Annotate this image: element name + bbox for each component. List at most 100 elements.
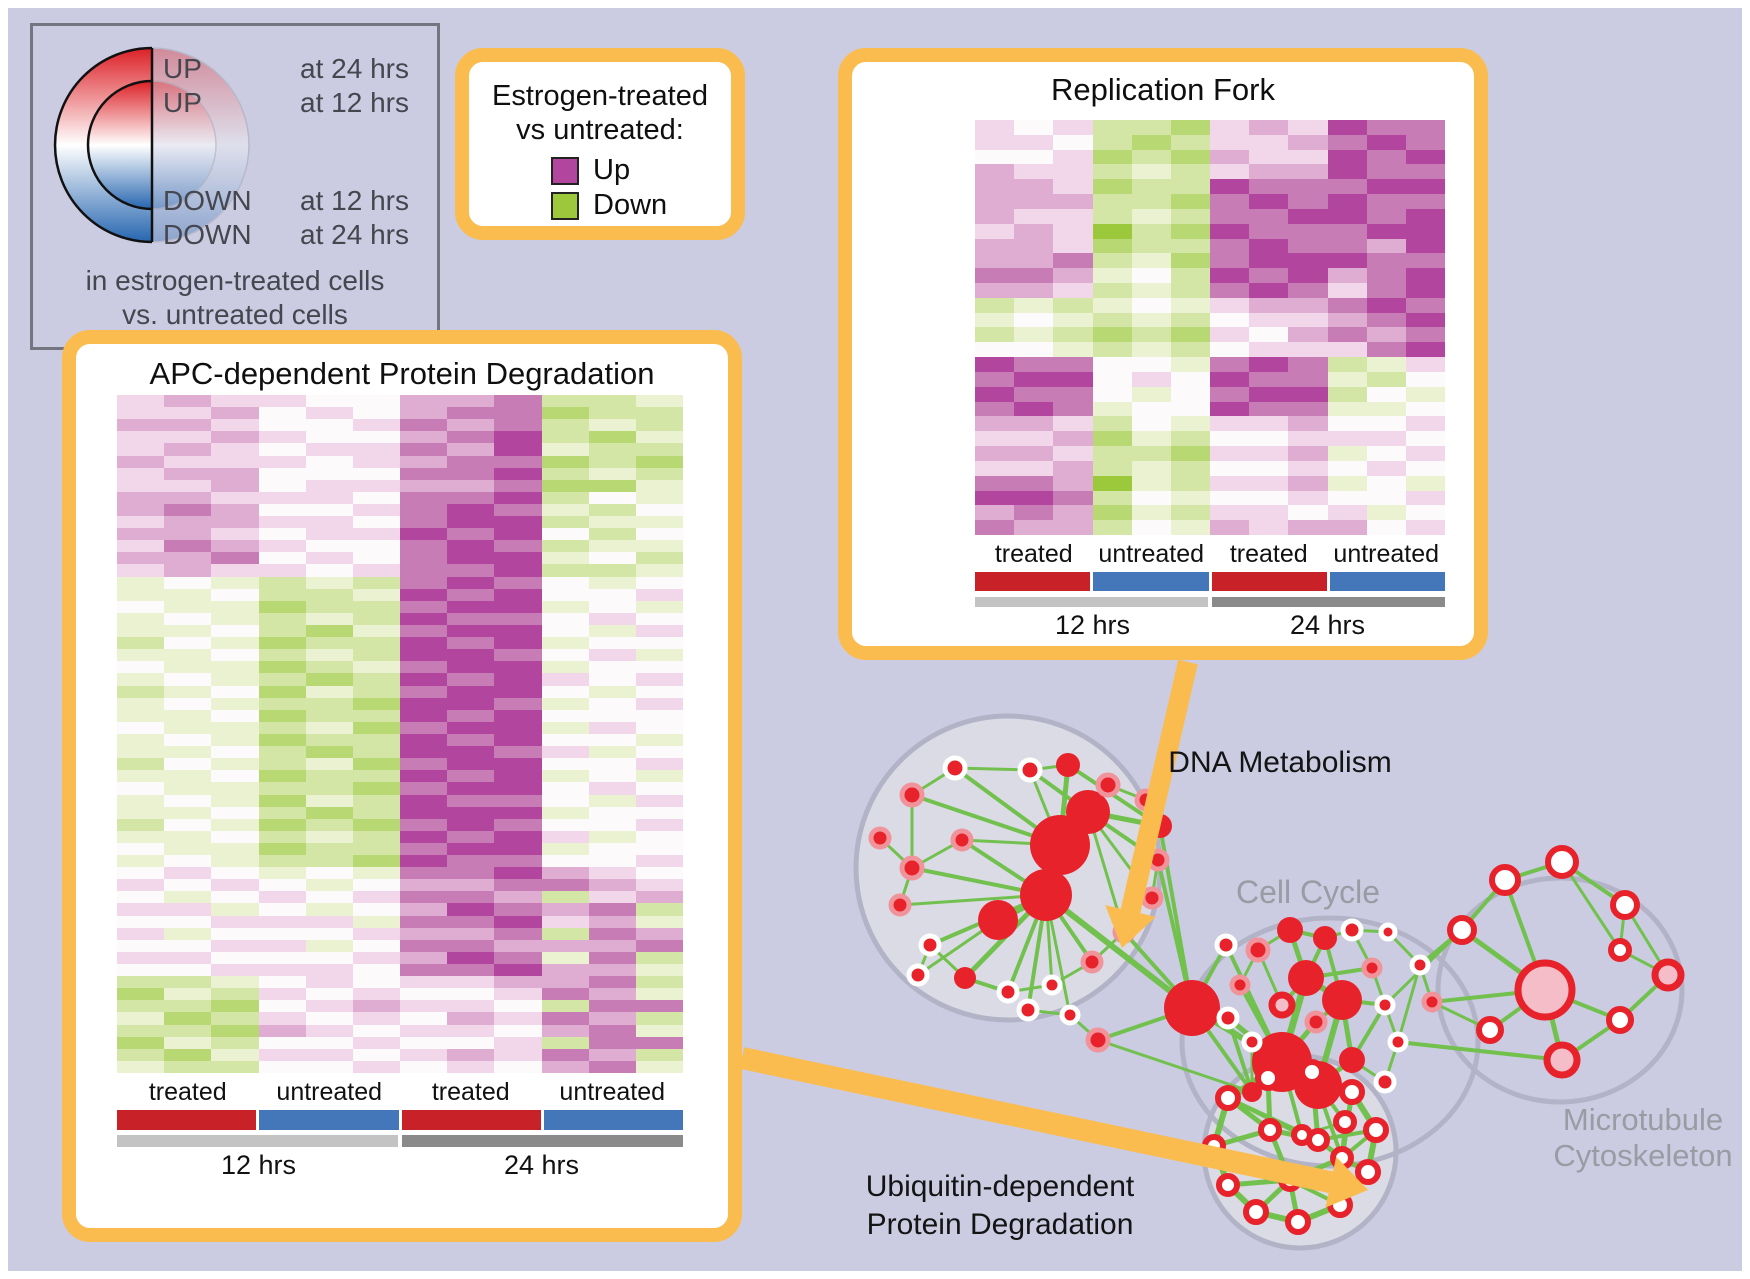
heatmap-cell [975,416,1015,432]
heatmap-cell [1092,194,1132,209]
heatmap-cell [494,964,542,977]
heatmap-cell [258,467,306,480]
heatmap-cell [117,1036,165,1049]
heatmap-cell [1092,327,1132,343]
heatmap-cell [541,443,589,456]
heatmap-cell [447,915,495,928]
heatmap-cell [258,758,306,771]
heatmap-cell [541,564,589,577]
heatmap-cell [352,988,400,1001]
heatmap-cell [352,625,400,638]
heatmap-cell [164,419,212,432]
heatmap-cell [541,976,589,989]
heatmap-cell [1131,327,1171,343]
heatmap-cell [1405,386,1445,402]
heatmap-cell [588,395,636,408]
heatmap-cell [975,134,1015,150]
replication-fork-panel: Replication Fork treated untreated treated… [838,48,1488,660]
heatmap-cell [211,395,259,408]
heatmap-cell [352,806,400,819]
heatmap-cell [494,806,542,819]
heatmap-cell [164,673,212,686]
heatmap-cell [400,709,448,722]
heatmap-cell [164,1036,212,1049]
heatmap-cell [258,685,306,698]
heatmap-cell [635,806,683,819]
heatmap-cell [305,528,353,541]
heatmap-cell [541,600,589,613]
heatmap-cell [635,467,683,480]
heatmap-cell [400,879,448,892]
heatmap-cell [400,503,448,517]
heatmap-cell [588,540,636,553]
heatmap-cell [1288,179,1328,195]
heatmap-cell [975,431,1015,447]
heatmap-cell [588,951,636,965]
heatmap-cell [352,685,400,698]
heatmap-cell [305,431,353,444]
heatmap-cell [211,867,259,880]
heatmap-cell [117,552,165,565]
heatmap-cell [1288,268,1328,284]
heatmap-cell [400,915,448,928]
heatmap-cell [352,721,400,734]
heatmap-cell [1405,371,1445,387]
heatmap-cell [1053,460,1093,476]
heatmap-cell [975,179,1015,195]
heatmap-cell [164,685,212,698]
heatmap-cell [1014,446,1054,461]
heatmap-cell [588,625,636,638]
heatmap-cell [635,455,683,468]
heatmap-cell [1131,505,1171,521]
heatmap-cell [635,540,683,553]
heatmap-cell [635,407,683,420]
heatmap-cell [164,588,212,601]
heatmap-cell [635,528,683,541]
heatmap-cell [352,697,400,710]
heatmap-cell [211,564,259,577]
heatmap-cell [447,758,495,771]
heatmap-cell [305,1000,353,1013]
heatmap-cell [1053,357,1093,372]
heatmap-cell [1249,505,1289,521]
heatmap-cell [1092,371,1132,387]
heatmap-cell [117,661,165,674]
heatmap-cell [1288,520,1328,535]
heatmap-cell [1131,401,1171,417]
heatmap-cell [447,552,495,565]
heatmap-cell [1366,475,1406,491]
heatmap-cell [164,782,212,795]
heatmap-cell [211,806,259,819]
heatmap-cell [1327,194,1367,209]
heatmap-cell [635,1060,683,1073]
heatmap-cell [1131,490,1171,506]
heatmap-cell [305,770,353,783]
heatmap-cell [305,782,353,795]
heatmap-cell [541,1024,589,1037]
heatmap-cell [1014,268,1054,284]
heatmap-cell [117,697,165,710]
heatmap-cell [258,976,306,989]
apc-condition-bars [117,1110,683,1130]
heatmap-cell [494,552,542,565]
heatmap-cell [1170,431,1210,447]
heatmap-cell [305,1012,353,1025]
heatmap-cell [975,342,1015,358]
heatmap-cell [164,758,212,771]
heatmap-cell [211,552,259,565]
heatmap-cell [1288,149,1328,165]
heatmap-cell [1092,520,1132,535]
group-label: untreated [1098,540,1205,568]
circle-legend-box: UP UP DOWN DOWN at 24 hrs at 12 hrs at 1… [30,23,440,350]
heatmap-cell [447,1036,495,1049]
heatmap-cell [258,661,306,674]
heatmap-cell [494,516,542,529]
heatmap-cell [305,516,353,529]
heatmap-cell [1170,223,1210,239]
heatmap-cell [352,431,400,444]
heatmap-cell [305,419,353,432]
heatmap-cell [1053,134,1093,150]
heatmap-cell [305,746,353,759]
heatmap-cell [588,576,636,589]
heatmap-cell [305,455,353,468]
